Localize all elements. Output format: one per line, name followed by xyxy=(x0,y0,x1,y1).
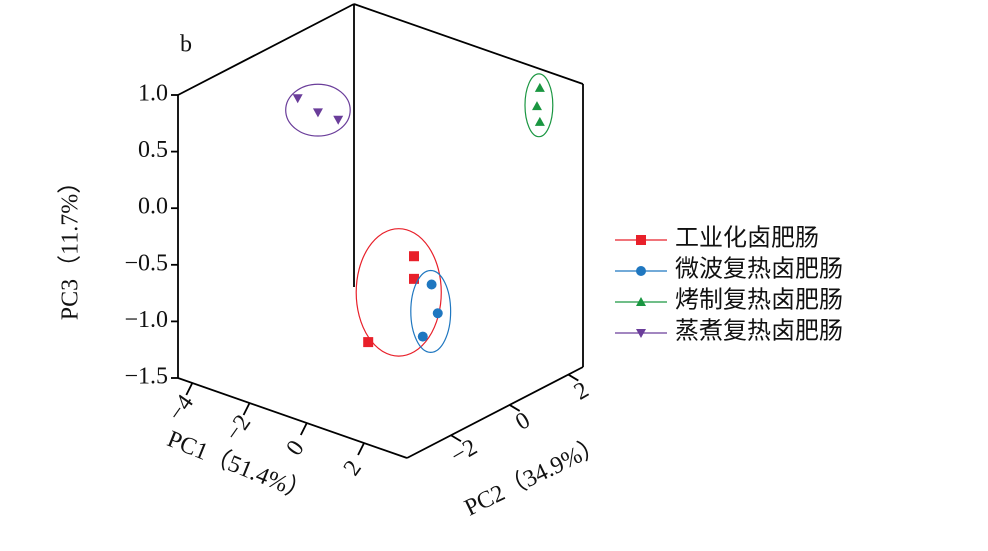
z-tick-label: 0.0 xyxy=(138,194,168,220)
y-tick-label: 0 xyxy=(511,407,534,436)
point xyxy=(432,308,443,319)
x-tick xyxy=(357,442,365,456)
x-tick-label: 0 xyxy=(281,436,309,461)
point xyxy=(636,266,646,276)
point xyxy=(426,279,437,290)
group-ellipse xyxy=(524,73,554,138)
y-tick-label: −2 xyxy=(447,434,482,469)
x-tick-label: 2 xyxy=(339,456,367,481)
axis-frame xyxy=(353,3,584,85)
z-tick-label: −1.0 xyxy=(124,307,168,333)
z-axis-title: PC3（11.7%） xyxy=(58,170,84,320)
legend-label: 烤制复热卤肥肠 xyxy=(675,287,843,314)
y-axis-title: PC2（34.9%） xyxy=(461,432,608,522)
point xyxy=(534,116,545,126)
point xyxy=(636,329,646,338)
panel-label: b xyxy=(180,32,192,58)
point xyxy=(292,94,303,104)
point xyxy=(333,115,344,125)
point xyxy=(363,337,374,348)
legend-label: 蒸煮复热卤肥肠 xyxy=(675,318,843,345)
z-tick-label: −1.5 xyxy=(124,364,168,390)
y-tick-label: 2 xyxy=(570,377,593,406)
y-tick xyxy=(509,404,521,412)
x-tick xyxy=(242,402,251,416)
z-tick-label: 1.0 xyxy=(138,81,168,107)
point xyxy=(417,331,428,342)
x-tick xyxy=(300,422,308,436)
y-tick xyxy=(567,373,579,382)
point xyxy=(312,108,323,118)
z-tick-label: 0.5 xyxy=(138,137,168,163)
x-tick-label: −2 xyxy=(220,410,256,446)
point xyxy=(636,297,646,306)
group-ellipse xyxy=(355,228,442,357)
group-ellipse xyxy=(285,83,351,137)
y-tick xyxy=(450,434,462,443)
point xyxy=(636,235,646,245)
point xyxy=(409,273,419,284)
axis-frame xyxy=(406,366,584,459)
point xyxy=(534,82,545,92)
z-tick-label: −0.5 xyxy=(124,250,168,276)
axis-frame xyxy=(177,377,408,459)
point xyxy=(531,101,542,111)
legend-label: 工业化卤肥肠 xyxy=(675,225,819,252)
group-ellipse xyxy=(410,269,452,353)
x-tick-label: −4 xyxy=(163,390,199,426)
legend-label: 微波复热卤肥肠 xyxy=(675,256,843,283)
x-tick xyxy=(185,382,194,396)
axis-frame xyxy=(177,3,355,96)
point xyxy=(409,251,419,262)
